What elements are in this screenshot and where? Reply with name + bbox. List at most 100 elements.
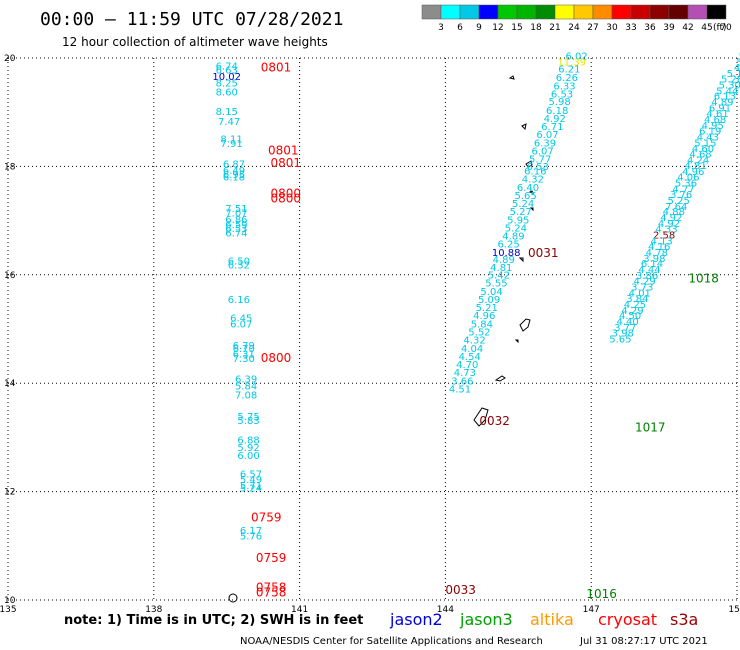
x-tick-label: 135 [0,605,17,615]
y-tick-label: 12 [4,488,15,498]
colorbar-swatch [421,4,442,20]
data-point-label: 6.86 [225,215,247,226]
colorbar-label: 6 [457,23,463,33]
time-label: 0032 [479,414,510,428]
data-point-label: 6.49 [223,166,245,177]
x-tick-label: 138 [145,605,162,615]
data-point-label: 7.91 [220,139,242,150]
data-point-label: 4.29 [621,306,643,317]
data-point-label: 6.59 [225,220,247,231]
time-labels: 0801080108010800080008000759075907580758… [251,61,719,601]
data-point-label: 3.86 [636,271,658,282]
data-point-label: 4.88 [663,207,685,218]
data-point-label: 4.89 [502,232,524,243]
data-point-label: 4.51 [449,384,471,395]
colorbar-label: 21 [549,23,560,33]
data-point-label: 10.02 [212,72,241,83]
data-point-label: 4.95 [702,121,724,132]
time-label: 0801 [268,143,299,157]
time-label: 0759 [251,510,282,524]
time-label: 1018 [688,271,719,285]
x-tick-label: 144 [437,605,454,615]
data-point-label: 4.81 [685,161,707,172]
grid [7,57,738,601]
colorbar-label: 27 [587,23,598,33]
data-point-label: 4.92 [544,114,566,125]
data-point-label: 11.39 [557,58,586,69]
data-point-label: 4.44 [638,265,660,276]
data-point-label: 6.07 [531,146,553,157]
island-outline [529,207,534,212]
data-point-label: 6.00 [237,451,259,462]
x-tick-label: 150 [728,605,740,615]
data-point-label: 5 [736,58,740,69]
footer-timestamp: Jul 31 08:27:17 UTC 2021 [579,636,708,647]
data-point-label: 6.45 [230,313,252,324]
data-point-label: 5.75 [237,412,259,423]
data-point-label: 6.07 [230,319,252,330]
colorbar-label: 45 [701,23,712,33]
colorbar-swatch [497,4,518,20]
data-point-label: 6.50 [228,257,250,268]
satellite-cryosat: cryosat [598,610,657,629]
colorbar-label: 42 [682,23,693,33]
colorbar-swatch [459,4,480,20]
data-point-label: 6.40 [517,183,539,194]
data-point-label: 5.24 [512,199,534,210]
data-point-label: 6.87 [223,159,245,170]
y-tick-label: 14 [4,379,16,389]
data-point-label: 6.13 [714,92,736,103]
data-point-label: 4.13 [651,236,673,247]
data-point-label: 6.33 [553,81,575,92]
colorbar-label: 15 [511,23,522,33]
data-point-label: 6.16 [228,295,250,306]
data-point-label: 6.21 [558,65,580,76]
axis-ticks: 135 138 141 144 147 150 10 12 14 16 18 20 [0,54,740,615]
data-points: 6.746.6310.028.258.608.157.478.117.916.8… [212,52,740,543]
footer-note: note: 1) Time is in UTC; 2) SWH is in fe… [64,613,363,628]
data-point-label: 5.28 [721,74,740,85]
data-point-label: 4.32 [522,175,544,186]
x-tick-label: 141 [291,605,308,615]
data-point-label: 5.24 [505,223,527,234]
data-point-label: 4.73 [454,368,476,379]
data-point-label: 4.61 [706,109,728,120]
satellite-jason2: jason2 [389,610,443,629]
data-point-label: 6.74 [216,61,238,72]
data-point-label: 4.29 [634,277,656,288]
time-label: 0801 [261,61,292,75]
colorbar-swatch [687,4,708,20]
data-point-label: 7.51 [225,204,247,215]
data-point-label: 6.71 [541,122,563,133]
data-point-label: 6.18 [546,106,568,117]
data-point-label: 5.55 [485,279,507,290]
y-tick-label: 10 [4,596,16,606]
data-point-label: 3.73 [631,283,653,294]
data-point-label: 7.64 [665,202,687,213]
time-label: 0759 [256,551,287,565]
data-point-label: 4.78 [646,248,668,259]
data-point-label: 5.21 [476,303,498,314]
data-point-label: 4.68 [689,150,711,161]
data-point-label: 6.53 [225,224,247,235]
data-point-label: 6.79 [233,341,255,352]
colorbar-unit: (ft) [713,23,727,33]
data-point-label: 6.14 [641,259,663,270]
chart-title: 00:00 – 11:59 UTC 07/28/2021 [40,9,343,30]
time-label: 0031 [528,246,559,260]
satellite-altika: altika [530,610,574,629]
data-point-label: 4.43 [697,132,719,143]
colorbar-label: 39 [663,23,675,33]
island-outline [494,375,506,382]
data-point-label: 6.16 [524,167,546,178]
data-point-label: 6.88 [237,435,259,446]
colorbar-swatch [611,4,632,20]
data-point-label: 4.54 [459,352,481,363]
data-point-label: 4.01 [629,288,651,299]
data-point-label: 5.09 [478,295,500,306]
y-tick-label: 18 [4,162,16,172]
data-point-label: 4.92 [660,213,682,224]
data-point-label: 5 [739,52,740,63]
data-point-label: 4.33 [655,225,677,236]
data-point-label: 6.57 [240,470,262,481]
